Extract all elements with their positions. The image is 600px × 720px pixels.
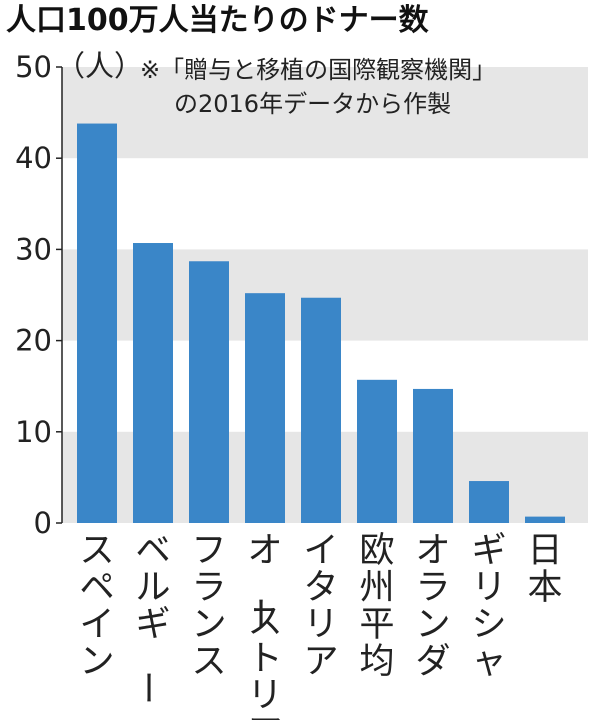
- x-tick-label: オランダ: [415, 531, 450, 682]
- source-note-line-2: の2016年データから作製: [174, 90, 451, 118]
- y-tick-label: 20: [15, 324, 52, 358]
- x-tick-label: スペイン: [79, 531, 114, 682]
- x-tick-label: 日本: [527, 531, 562, 608]
- bar-ベルギー: [133, 243, 173, 524]
- bar-スペイン: [77, 123, 117, 523]
- unit-label: （人）: [56, 49, 143, 83]
- x-tick-label: ベルギー: [126, 531, 170, 705]
- x-axis-labels: スペインベルギーフランスオーストリアイタリア欧州平均オランダギリシャ日本: [79, 531, 562, 720]
- band-40-50: [62, 67, 588, 159]
- y-tick-label: 40: [15, 141, 52, 175]
- bar-欧州平均: [357, 379, 397, 523]
- x-tick-label: フランス: [191, 531, 226, 682]
- y-tick-label: 0: [34, 506, 52, 540]
- x-tick-label: イタリア: [303, 531, 338, 682]
- y-axis: 0 10 20 30 40 50: [15, 50, 63, 540]
- y-tick-label: 30: [15, 232, 52, 266]
- chart-title: 人口100万人当たりのドナー数: [6, 3, 430, 38]
- y-tick-label: 10: [15, 415, 52, 449]
- bar-オランダ: [413, 388, 453, 523]
- x-tick-label: ギリシャ: [471, 531, 506, 682]
- bar-日本: [525, 516, 565, 523]
- x-tick-label: 欧州平均: [359, 531, 394, 682]
- bar-フランス: [189, 261, 229, 523]
- x-tick-label: オーストリア: [238, 531, 282, 720]
- bar-イタリア: [301, 297, 341, 523]
- bar-オーストリア: [245, 293, 285, 523]
- source-note-line-1: ※「贈与と移植の国際観察機関」: [140, 56, 496, 84]
- bar-series: [77, 123, 565, 524]
- bar-ギリシャ: [469, 481, 509, 523]
- y-tick-label: 50: [15, 50, 52, 84]
